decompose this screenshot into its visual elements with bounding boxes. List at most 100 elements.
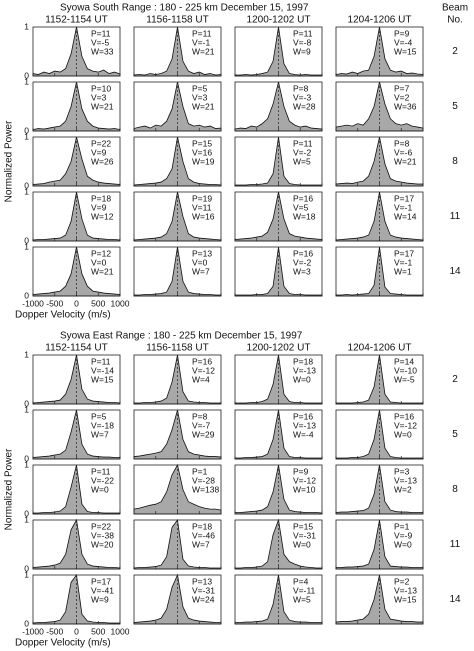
- spectrum-parameter: V=-31: [192, 585, 215, 595]
- plot-frame: [133, 136, 222, 187]
- plot-frame: [32, 464, 121, 515]
- plot-frame: [133, 519, 222, 570]
- spectrum-parameter: W=0: [91, 484, 109, 494]
- spectrum-parameter: P=18: [293, 356, 313, 366]
- beam-label: Beam: [442, 3, 468, 14]
- spectrum-parameter: V=-2: [293, 147, 311, 157]
- plot-frame: [32, 409, 121, 460]
- y-tick-label: 0: [24, 563, 29, 573]
- spectrum-parameter: P=16: [293, 193, 313, 203]
- plot-frame: [32, 574, 121, 625]
- beam-number: 2: [452, 46, 458, 57]
- beam-number: 2: [452, 374, 458, 385]
- y-tick-label: 1: [24, 569, 29, 579]
- spectrum-parameter: P=17: [91, 576, 111, 586]
- plot-frame: [32, 81, 121, 132]
- spectrum-parameter: P=11: [192, 28, 212, 38]
- plot-frame: [133, 409, 222, 460]
- spectrum-parameter: W=9: [293, 46, 311, 56]
- spectrum-parameter: P=14: [394, 356, 414, 366]
- column-label: 1200-1202 UT: [247, 343, 311, 354]
- spectrum-parameter: P=12: [91, 248, 111, 258]
- spectrum-parameter: W=28: [293, 101, 316, 111]
- spectrum-parameter: W=4: [192, 374, 210, 384]
- y-tick-label: 0: [24, 235, 29, 245]
- x-tick-label: -500: [46, 298, 63, 308]
- spectrum-parameter: V=-12: [394, 420, 417, 430]
- plot-frame: [234, 409, 323, 460]
- spectrum-parameter: P=2: [394, 576, 410, 586]
- spectrum-parameter: P=15: [192, 138, 212, 148]
- plot-frame: [335, 81, 424, 132]
- plot-frame: [335, 519, 424, 570]
- plot-frame: [234, 519, 323, 570]
- y-tick-label: 1: [24, 21, 29, 31]
- spectrum-parameter: V=11: [192, 202, 212, 212]
- y-tick-label: 1: [24, 186, 29, 196]
- spectrum-parameter: W=138: [192, 484, 219, 494]
- spectrum-parameter: V=5: [293, 202, 309, 212]
- spectrum-parameter: V=-13: [293, 365, 316, 375]
- x-axis-label: Dopper Velocity (m/s): [15, 310, 111, 321]
- spectrum-parameter: P=10: [91, 83, 111, 93]
- spectrum-parameter: V=-38: [91, 530, 114, 540]
- plot-frame: [335, 409, 424, 460]
- spectrum-parameter: P=17: [394, 193, 414, 203]
- spectrum-parameter: V=-14: [91, 365, 114, 375]
- spectrum-parameter: V=3: [192, 92, 208, 102]
- spectrum-parameter: W=2: [394, 484, 412, 494]
- spectrum-parameter: V=-5: [91, 37, 109, 47]
- spectrum-parameter: P=17: [394, 248, 414, 258]
- x-tick-label: -1000: [22, 626, 44, 636]
- plot-frame: [32, 136, 121, 187]
- spectrum-parameter: W=21: [91, 101, 114, 111]
- plot-frame: [335, 354, 424, 405]
- x-tick-label: 0: [74, 298, 79, 308]
- plot-frame: [335, 574, 424, 625]
- spectrum-parameter: W=15: [91, 374, 114, 384]
- spectrum-parameter: P=16: [192, 356, 212, 366]
- plot-frame: [133, 191, 222, 242]
- spectrum-parameter: W=29: [192, 429, 215, 439]
- spectrum-parameter: V=-13: [293, 420, 316, 430]
- x-tick-label: 1000: [111, 626, 130, 636]
- x-tick-label: 0: [74, 626, 79, 636]
- plot-frame: [234, 574, 323, 625]
- spectrum-parameter: V=-1: [394, 202, 412, 212]
- spectrum-parameter: V=9: [91, 147, 107, 157]
- spectrum-parameter: W=1: [394, 266, 412, 276]
- spectrum-parameter: W=26: [91, 156, 114, 166]
- spectrum-parameter: V=-9: [394, 530, 412, 540]
- spectrum-parameter: V=-10: [394, 365, 417, 375]
- spectrum-parameter: P=8: [192, 411, 208, 421]
- spectrum-parameter: W=5: [293, 594, 311, 604]
- spectrum-parameter: W=21: [192, 101, 215, 111]
- spectrum-parameter: W=20: [91, 539, 114, 549]
- beam-number: 8: [452, 156, 458, 167]
- plot-frame: [335, 464, 424, 515]
- spectrum-parameter: W=21: [192, 46, 215, 56]
- spectrum-parameter: P=18: [192, 521, 212, 531]
- spectrum-parameter: W=33: [91, 46, 114, 56]
- plot-frame: [133, 354, 222, 405]
- spectrum-parameter: V=3: [91, 92, 107, 102]
- y-tick-label: 1: [24, 514, 29, 524]
- plot-frame: [32, 354, 121, 405]
- spectrum-parameter: P=9: [293, 466, 309, 476]
- plot-frame: [133, 464, 222, 515]
- x-tick-label: 500: [91, 626, 105, 636]
- y-tick-label: 0: [24, 508, 29, 518]
- spectrum-parameter: V=-1: [394, 257, 412, 267]
- beam-number: 14: [449, 594, 461, 605]
- spectrum-parameter: V=-12: [192, 365, 215, 375]
- column-label: 1200-1202 UT: [247, 15, 311, 26]
- x-tick-label: 500: [91, 298, 105, 308]
- y-tick-label: 1: [24, 349, 29, 359]
- spectrum-parameter: P=8: [293, 83, 309, 93]
- plot-frame: [32, 246, 121, 297]
- y-tick-label: 1: [24, 404, 29, 414]
- spectrum-parameter: W=-4: [293, 429, 314, 439]
- beam-number: 11: [450, 211, 461, 222]
- spectrum-parameter: W=0: [293, 374, 311, 384]
